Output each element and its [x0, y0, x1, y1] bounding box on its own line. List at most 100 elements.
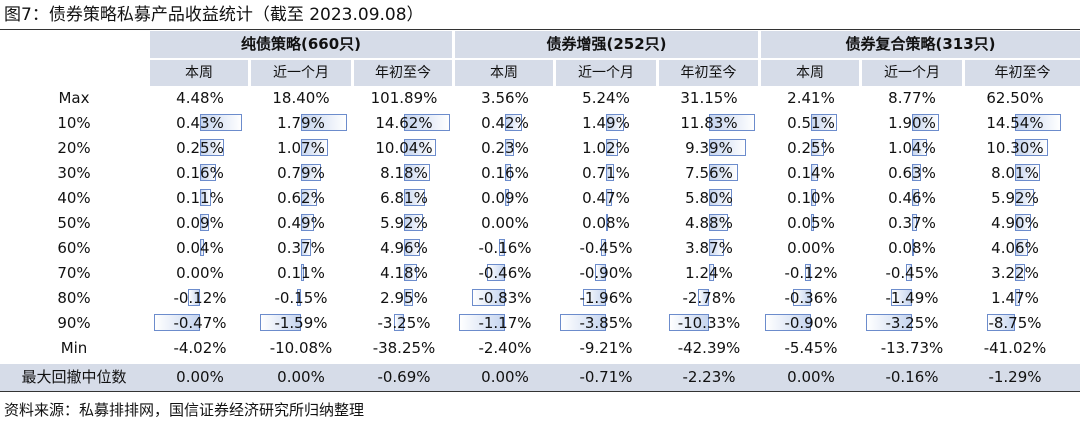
cell-value: -0.16%	[478, 239, 532, 257]
cell-value: -3.85%	[579, 314, 633, 332]
cell-value: 2.41%	[787, 89, 835, 107]
cell-value: -2.78%	[682, 289, 736, 307]
table-cell: 3.22%	[965, 261, 1065, 286]
table-cell: 10.04%	[354, 136, 454, 161]
cell-value: 0.47%	[582, 189, 630, 207]
positive-data-bar	[912, 189, 919, 206]
table-cell: -1.17%	[455, 311, 555, 336]
negative-data-bar	[472, 289, 505, 306]
table-row: 80% -0.12% -0.15% 2.95% -0.83% -1.96% -2.78% -0…	[0, 286, 1080, 311]
negative-data-bar	[154, 314, 200, 331]
cell-value: -1.49%	[885, 289, 939, 307]
cell-value: -0.12%	[173, 289, 227, 307]
cell-value: 11.83%	[680, 114, 738, 132]
cell-value: -3.25%	[377, 314, 431, 332]
cell-value: -0.12%	[784, 264, 838, 282]
cell-value: 0.16%	[481, 164, 529, 182]
table-cell: -0.45%	[556, 236, 656, 261]
positive-data-bar	[301, 139, 328, 156]
table-cell: 1.79%	[251, 111, 351, 136]
positive-data-bar	[709, 239, 724, 256]
cell-value: -1.59%	[274, 314, 328, 332]
table-cell: -0.90%	[761, 311, 861, 336]
negative-data-bar	[260, 314, 301, 331]
cell-value: 0.00%	[176, 368, 224, 386]
table-row: Max 4.48% 18.40% 101.89% 3.56% 5.24% 31.15% 2.4…	[0, 86, 1080, 111]
table-cell: 0.16%	[150, 161, 250, 186]
cell-value: 4.96%	[380, 239, 428, 257]
positive-data-bar	[301, 264, 304, 281]
subheader-cell: 近一个月	[556, 60, 656, 86]
positive-data-bar	[200, 189, 211, 206]
table-cell: 0.09%	[455, 186, 555, 211]
table-cell: -1.49%	[862, 286, 962, 311]
table-cell: -9.21%	[556, 336, 656, 361]
source-note: 资料来源：私募排排网，国信证券经济研究所归纳整理	[4, 401, 365, 419]
table-cell: 11.83%	[659, 111, 759, 136]
table-cell: 31.15%	[659, 86, 759, 111]
cell-value: 0.51%	[787, 114, 835, 132]
positive-data-bar	[811, 164, 818, 181]
cell-value: 0.00%	[787, 368, 835, 386]
table-cell: -5.45%	[761, 336, 861, 361]
table-cell: 0.00%	[761, 236, 861, 261]
positive-data-bar	[505, 139, 514, 156]
table-cell: 1.07%	[251, 136, 351, 161]
table-cell: 8.77%	[862, 86, 962, 111]
cell-value: -0.83%	[478, 289, 532, 307]
cell-value: 8.01%	[991, 164, 1039, 182]
negative-data-bar	[297, 289, 301, 306]
cell-value: -0.90%	[784, 314, 838, 332]
subheader-cell: 本周	[150, 60, 248, 86]
cell-value: -0.47%	[173, 314, 227, 332]
row-label: 20%	[57, 139, 91, 157]
cell-value: 4.90%	[991, 214, 1039, 232]
table-cell: -4.02%	[150, 336, 250, 361]
negative-data-bar	[669, 314, 709, 331]
cell-value: 3.22%	[991, 264, 1039, 282]
cell-value: -13.73%	[880, 339, 944, 357]
table-cell: 5.92%	[965, 186, 1065, 211]
positive-data-bar	[1015, 264, 1025, 281]
table-cell: 1.90%	[862, 111, 962, 136]
cell-value: 1.90%	[888, 114, 936, 132]
cell-value: 0.10%	[787, 189, 835, 207]
cell-value: 0.00%	[481, 368, 529, 386]
cell-value: 5.92%	[991, 189, 1039, 207]
negative-data-bar	[560, 314, 606, 331]
positive-data-bar	[301, 214, 314, 231]
table-cell: -0.12%	[150, 286, 250, 311]
table-cell: 5.24%	[556, 86, 656, 111]
cell-value: 0.00%	[176, 264, 224, 282]
table-row: 50% 0.09% 0.49% 5.92% 0.00% 0.08% 4.88% 0.05% 0.…	[0, 211, 1080, 236]
table-row: 30% 0.16% 0.79% 8.18% 0.16% 0.71% 7.56% 0.14% 0.…	[0, 161, 1080, 186]
cell-value: 4.06%	[991, 239, 1039, 257]
table-cell: 0.25%	[761, 136, 861, 161]
table-cell: 0.09%	[150, 211, 250, 236]
table-cell: 0.00%	[150, 261, 250, 286]
table-cell: 0.05%	[761, 211, 861, 236]
table-cell: -0.69%	[354, 365, 454, 390]
cell-value: 14.54%	[986, 114, 1044, 132]
table-cell: -0.16%	[862, 365, 962, 390]
cell-value: 0.08%	[582, 214, 630, 232]
cell-value: 0.62%	[277, 189, 325, 207]
negative-data-bar	[866, 314, 912, 331]
table-cell: -42.39%	[659, 336, 759, 361]
cell-value: 62.50%	[986, 89, 1044, 107]
figure-title: 图7：债券策略私募产品收益统计（截至 2023.09.08）	[4, 5, 424, 25]
cell-value: 0.04%	[176, 239, 224, 257]
table-cell: 3.56%	[455, 86, 555, 111]
table-cell: 0.42%	[455, 111, 555, 136]
positive-data-bar	[912, 239, 914, 256]
cell-value: 0.42%	[481, 114, 529, 132]
row-label: Min	[60, 339, 88, 357]
positive-data-bar	[811, 214, 814, 231]
table-cell: -0.90%	[556, 261, 656, 286]
cell-value: -8.75%	[988, 314, 1042, 332]
row-label: Max	[58, 89, 90, 107]
table-row: 70% 0.00% 0.11% 4.18% -0.46% -0.90% 1.24% -0.12…	[0, 261, 1080, 286]
cell-value: 0.23%	[481, 139, 529, 157]
positive-data-bar	[1015, 189, 1034, 206]
negative-data-bar	[805, 264, 811, 281]
